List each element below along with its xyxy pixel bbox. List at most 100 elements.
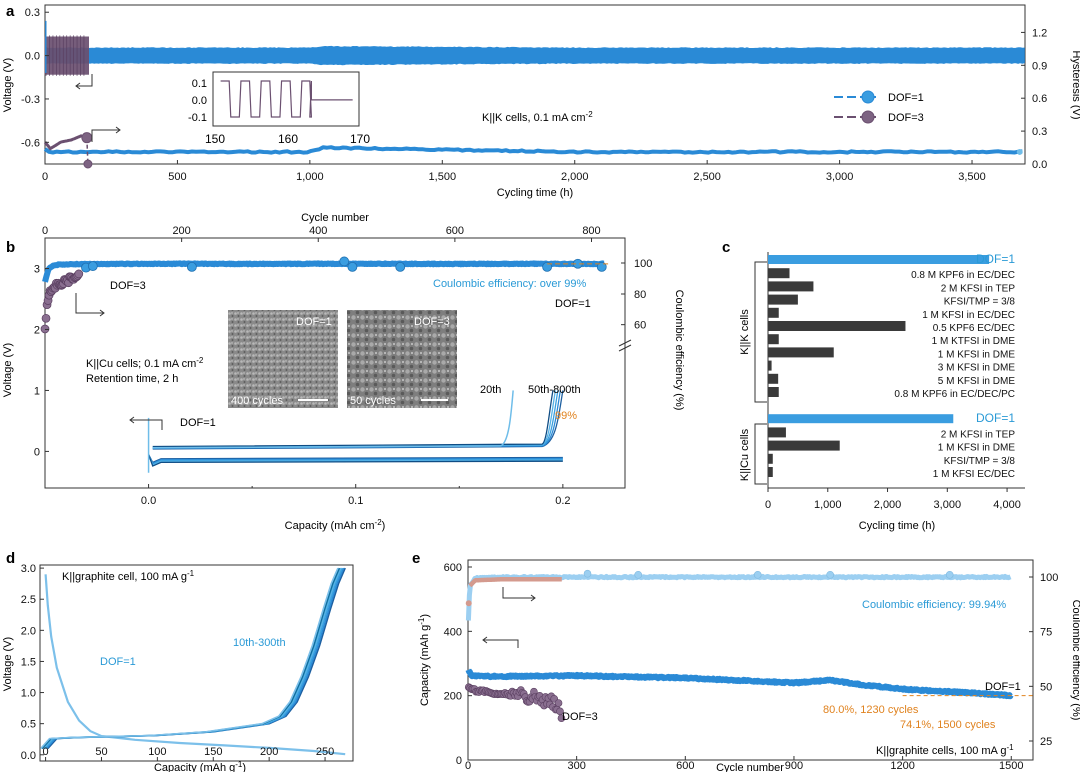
c-x-tick-label-2: 2,000 (874, 499, 902, 511)
panel-a-plot (43, 20, 1025, 169)
bar-1-2 (768, 440, 840, 451)
b-yr-tick-label-1: 80 (634, 289, 646, 301)
panel-a-xlabel: Cycling time (h) (497, 187, 573, 199)
sem-left-label: DOF=1 (296, 316, 332, 328)
panel-d-ylabel: Voltage (V) (2, 637, 14, 691)
e-conditions-sup: -1 (1006, 743, 1014, 752)
inset-y-tick-3: -0.1 (188, 112, 207, 124)
panel-b-ylabel-right: Coulombic efficiency (%) (673, 290, 685, 411)
ce-dof1-outlier-8 (596, 261, 607, 272)
legend-dof3-marker (861, 110, 875, 124)
a-x-tick-label-5: 2,500 (693, 171, 721, 183)
panel-e-xlabel: Cycle number (716, 762, 784, 772)
inset-x-tick-2: 160 (278, 132, 298, 146)
panel-b-plot (40, 256, 609, 473)
d-x-tick-label-5: 250 (316, 746, 334, 758)
d-y-tick-label-0: 3.0 (21, 563, 36, 575)
group-label-kk: K||K cells (739, 309, 751, 355)
d-y-tick-label-2: 2.0 (21, 625, 36, 637)
panel-b-xlabel: Capacity (mAh cm-2) (285, 518, 386, 532)
panel-a: a 0 500 1,000 1,500 2,000 2,500 3,000 3,5000.30… (2, 3, 1080, 199)
bar-label-0-5: 0.5 KPF6 EC/DEC (933, 323, 1015, 334)
b-xlabel-end: ) (382, 520, 386, 532)
b-top-tick-label-0: 0 (42, 225, 48, 237)
panel-d: d 0 50 100 150 200 250 3.0 2.5 2.0 1.5 1.0 0.5 0.0 K… (2, 550, 354, 772)
panel-b: b 0.0 0.1 0.2 0 200 400 600 800 3 2 1 0 100 80 60 Cycl… (2, 212, 685, 532)
b-conditions-1-sup: -2 (196, 356, 204, 365)
sem-right-caption: 50 cycles (350, 395, 396, 407)
b-xlabel-text: Capacity (mAh cm (285, 520, 375, 532)
ce-dof1-outlier-3 (826, 571, 834, 579)
bar-label-1-2: 1 M KFSI in DME (938, 443, 1016, 454)
panel-a-frame (44, 4, 1026, 165)
stripping-curve-20th (152, 390, 514, 449)
plating-curve-4 (147, 454, 563, 467)
d-title-text: K||graphite cell, 100 mA g (62, 571, 187, 583)
panel-d-ticks: 0 50 100 150 200 250 3.0 2.5 2.0 1.5 1.0 0.5 0.0 (21, 563, 335, 762)
sem-left-caption: 400 cycles (231, 395, 283, 407)
a-yl-tick-label-0: 0.3 (25, 7, 40, 19)
right-axis-arrow (91, 129, 120, 142)
a-x-tick-label-6: 3,000 (826, 171, 854, 183)
panel-b-letter: b (6, 239, 15, 256)
dof3-hysteresis-marker (81, 132, 93, 144)
e-ylabel-text: Capacity (mAh g (419, 625, 431, 706)
b-dof3-label: DOF=3 (110, 280, 146, 292)
b-conditions-1-text: K||Cu cells; 0.1 mA cm (86, 358, 196, 370)
left-arrowhead (75, 82, 81, 90)
c-x-tick-label-1: 1,000 (814, 499, 842, 511)
kcu-bracket (754, 423, 767, 485)
d-title-sup: -1 (187, 569, 195, 578)
bar-label-1-4: 1 M KFSI EC/DEC (933, 469, 1015, 480)
ce-dof1-outlier-0 (583, 569, 592, 578)
panel-b-axis-arrows (75, 293, 163, 430)
d-xlabel-sup: -1 (235, 760, 243, 769)
e-left-arrowhead (482, 636, 488, 644)
bar-0-2 (768, 281, 814, 292)
d-x-tick-label-4: 200 (260, 746, 278, 758)
charge-curve-1 (45, 567, 345, 750)
bar-1-4 (768, 467, 773, 477)
e-x-tick-label-3: 900 (785, 760, 803, 772)
e-x-tick-label-4: 1200 (890, 760, 914, 772)
inset-x-tick-3: 170 (350, 132, 370, 146)
bar-0-0 (768, 255, 990, 264)
panel-e-letter: e (412, 550, 420, 567)
bar-label-0-8: 3 M KFSI in DME (938, 363, 1016, 374)
legend-dof1-label: DOF=1 (888, 92, 924, 104)
bar-label-1-3: KFSI/TMP = 3/8 (944, 456, 1016, 467)
panel-a-ylabel-right: Hysteresis (V) (1070, 50, 1080, 119)
discharge-curve (44, 574, 346, 756)
capacity-dof1-band (465, 668, 1014, 700)
inset-square-wave (220, 80, 353, 118)
d-y-tick-label-6: 0.0 (21, 750, 36, 762)
inset-y-tick-1: 0.1 (192, 78, 207, 90)
a-yl-tick-label-3: -0.6 (21, 137, 40, 149)
panel-e-frame (467, 559, 1034, 761)
b-left-arrow (130, 419, 163, 430)
b-yr-tick-label-2: 60 (634, 320, 646, 332)
b-label-99: 99% (555, 410, 577, 422)
bar-label-1-1: 2 M KFSI in TEP (941, 429, 1016, 440)
d-x-tick-label-0: 0 (43, 746, 49, 758)
charge-curve-5 (40, 567, 339, 750)
bar-0-5 (768, 321, 906, 331)
panel-c-xlabel: Cycling time (h) (859, 520, 935, 532)
b-yr-tick-label-0: 100 (634, 258, 652, 270)
ce-dof3-point-99 (74, 269, 84, 279)
a-yl-tick-label-1: 0.0 (25, 51, 40, 63)
d-y-tick-label-5: 0.5 (21, 719, 36, 731)
panel-d-title: K||graphite cell, 100 mA g-1 (62, 569, 195, 583)
d-y-tick-label-1: 2.5 (21, 594, 36, 606)
bar-label-0-6: 1 M KTFSI in DME (932, 336, 1016, 347)
panel-c: c DOF=1 0.8 M KPF6 in EC/DEC 2 M KFSI in T… (722, 239, 1025, 532)
ce-dof1-outlier-1 (87, 261, 98, 272)
bar-label-0-7: 1 M KFSI in DME (938, 349, 1016, 360)
b-label-20th: 20th (480, 384, 501, 396)
panel-a-annotation: K||K cells, 0.1 mA cm-2 (482, 110, 593, 124)
sem-right-label: DOF=3 (414, 316, 450, 328)
a-yr-tick-label-0: 1.2 (1032, 27, 1047, 39)
bar-label-0-10: 0.8 M KPF6 in EC/DEC/PC (894, 389, 1015, 400)
ce-dof1-outlier-6 (542, 261, 553, 272)
